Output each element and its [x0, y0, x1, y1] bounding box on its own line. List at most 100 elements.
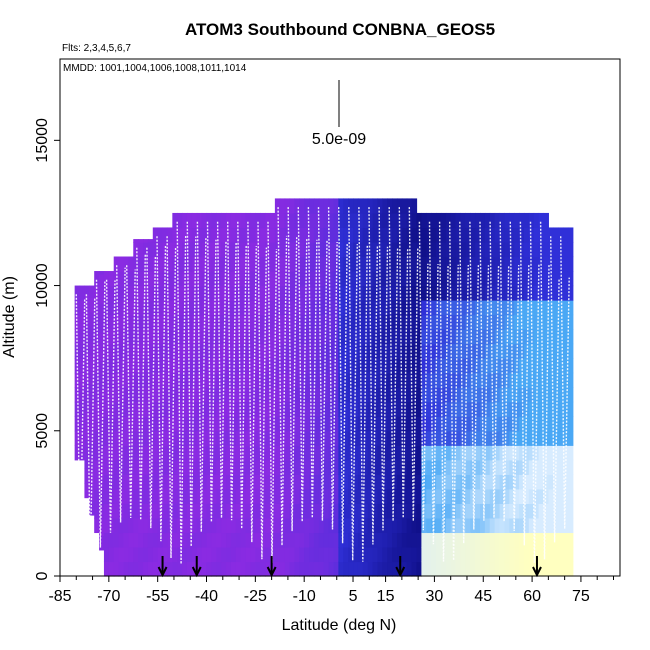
curtain-cell — [362, 488, 369, 504]
curtain-cell — [372, 256, 379, 272]
curtain-cell — [416, 561, 422, 577]
curtain-cell — [221, 474, 227, 490]
curtain-cell — [367, 459, 374, 475]
x-tick-label: 60 — [523, 588, 541, 605]
curtain-cell — [338, 300, 344, 316]
curtain-cell — [475, 517, 481, 534]
curtain-cell — [172, 532, 178, 548]
curtain-cell — [396, 532, 403, 548]
curtain-cell — [157, 387, 164, 403]
curtain-cell — [450, 561, 457, 577]
curtain-cell — [279, 387, 286, 403]
curtain-cell — [294, 300, 300, 316]
curtain-cell — [177, 300, 183, 316]
curtain-cell — [216, 416, 222, 432]
curtain-cell — [152, 343, 159, 359]
curtain-cell — [436, 517, 442, 534]
curtain-cell — [143, 459, 149, 475]
curtain-cell — [465, 372, 471, 388]
curtain-cell — [450, 474, 457, 490]
curtain-cell — [299, 358, 305, 374]
curtain-cell — [416, 300, 422, 316]
curtain-cell — [309, 212, 315, 229]
curtain-cell — [436, 314, 442, 330]
curtain-cell — [182, 517, 188, 534]
curtain-cell — [279, 416, 286, 432]
curtain-cell — [128, 343, 134, 359]
curtain-cell — [367, 546, 374, 563]
curtain-cell — [328, 532, 335, 548]
curtain-cell — [133, 459, 139, 475]
curtain-cell — [362, 430, 369, 446]
curtain-cell — [240, 459, 247, 475]
curtain-cell — [323, 271, 330, 287]
curtain-cell — [260, 212, 266, 229]
curtain-cell — [475, 445, 481, 461]
curtain-cell — [143, 256, 149, 272]
curtain-cell — [113, 474, 120, 490]
curtain-cell — [182, 241, 188, 258]
curtain-cell — [382, 561, 388, 577]
curtain-cell — [177, 416, 183, 432]
curtain-cell — [353, 401, 359, 417]
curtain-cell — [103, 503, 110, 519]
curtain-cell — [367, 227, 374, 243]
curtain-cell — [255, 358, 261, 374]
curtain-cell — [465, 532, 471, 548]
curtain-cell — [299, 329, 305, 345]
curtain-cell — [504, 227, 510, 243]
curtain-cell — [484, 561, 491, 577]
curtain-cell — [533, 358, 540, 374]
curtain-cell — [99, 433, 105, 449]
curtain-cell — [186, 488, 193, 504]
curtain-cell — [152, 285, 159, 301]
curtain-cells — [74, 198, 574, 577]
curtain-cell — [186, 561, 193, 577]
curtain-cell — [279, 372, 286, 388]
curtain-cell — [294, 271, 300, 287]
curtain-cell — [309, 517, 315, 534]
curtain-cell — [558, 503, 564, 519]
curtain-cell — [284, 561, 291, 577]
curtain-cell — [411, 241, 418, 258]
curtain-cell — [348, 212, 354, 229]
curtain-cell — [343, 532, 349, 548]
curtain-cell — [460, 329, 466, 345]
curtain-cell — [270, 212, 276, 229]
curtain-cell — [182, 546, 188, 563]
curtain-cell — [216, 227, 222, 243]
x-axis-label: Latitude (deg N) — [282, 617, 397, 634]
curtain-cell — [387, 212, 393, 229]
curtain-cell — [138, 256, 144, 272]
curtain-cell — [372, 517, 379, 534]
curtain-cell — [240, 474, 247, 490]
curtain-cell — [475, 474, 481, 490]
curtain-cell — [206, 532, 212, 548]
curtain-cell — [182, 488, 188, 504]
curtain-cell — [406, 546, 413, 563]
curtain-cell — [284, 532, 291, 548]
curtain-cell — [455, 329, 462, 345]
curtain-cell — [299, 300, 305, 316]
curtain-cell — [123, 488, 129, 504]
curtain-cell — [377, 198, 383, 214]
curtain-cell — [396, 372, 403, 388]
curtain-cell — [348, 271, 354, 287]
curtain-cell — [396, 285, 403, 301]
curtain-cell — [313, 459, 320, 475]
curtain-cell — [133, 256, 139, 272]
curtain-cell — [123, 546, 129, 563]
curtain-cell — [313, 358, 320, 374]
curtain-cell — [450, 285, 457, 301]
curtain-cell — [108, 561, 115, 577]
curtain-cell — [436, 546, 442, 563]
x-tick-label: -85 — [48, 588, 71, 605]
curtain-cell — [211, 314, 217, 330]
curtain-cell — [440, 445, 447, 461]
curtain-cell — [377, 416, 383, 432]
curtain-cell — [167, 358, 173, 374]
curtain-cell — [152, 503, 159, 519]
curtain-cell — [235, 227, 242, 243]
curtain-cell — [211, 546, 217, 563]
curtain-cell — [152, 358, 159, 374]
